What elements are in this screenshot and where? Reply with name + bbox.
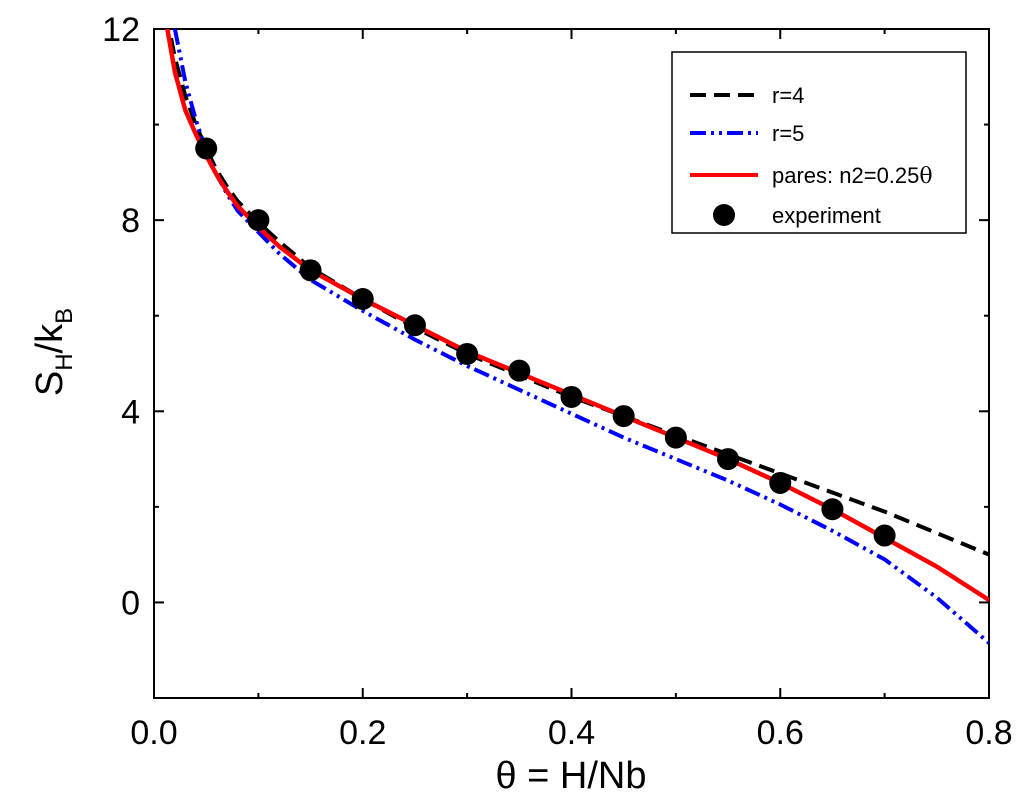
legend-label-r5: r=5 — [772, 121, 804, 146]
legend-label-experiment: experiment — [772, 203, 881, 228]
experiment-point — [456, 342, 479, 365]
legend-label-pares-text: pares: n2=0.25 — [772, 163, 919, 188]
x-axis-label: θ = H/Nb — [495, 755, 646, 795]
scatter-points — [195, 137, 896, 547]
experiment-point — [873, 524, 896, 547]
x-tick-label: 0.2 — [339, 714, 386, 752]
y-tick-label: 12 — [102, 11, 140, 49]
legend-marker-experiment — [713, 204, 735, 226]
experiment-point — [560, 385, 583, 408]
experiment-point — [612, 405, 635, 428]
experiment-point — [195, 137, 218, 160]
legend-box — [671, 51, 967, 234]
y-tick-label: 8 — [121, 202, 140, 240]
x-tick-label: 0.4 — [548, 714, 595, 752]
legend-label-pares-theta: θ — [919, 164, 932, 189]
x-tick-label: 0.8 — [965, 714, 1012, 752]
y-axis-ticks: 0 4 8 12 — [102, 11, 989, 699]
y-axis-label-main: S — [29, 371, 71, 396]
series-line-r5 — [172, 29, 989, 645]
y-tick-label: 4 — [121, 393, 140, 431]
experiment-point — [403, 314, 426, 337]
experiment-point — [299, 259, 322, 282]
y-tick-label: 0 — [121, 584, 140, 622]
legend-label-pares: pares: n2=0.25θ — [772, 163, 933, 189]
x-axis-ticks: 0.0 0.2 0.4 0.6 0.8 — [130, 29, 1013, 752]
experiment-point — [351, 287, 374, 310]
legend: r=4 r=5 pares: n2=0.25θ experiment — [671, 51, 967, 234]
y-axis-label: SH/kB — [29, 308, 78, 396]
experiment-point — [769, 471, 792, 494]
x-tick-label: 0.0 — [130, 714, 177, 752]
x-tick-label: 0.6 — [757, 714, 804, 752]
experiment-point — [664, 426, 687, 449]
experiment-point — [247, 209, 270, 232]
y-axis-label-slash: /k — [29, 323, 71, 354]
legend-label-r4: r=4 — [772, 83, 804, 108]
experiment-point — [717, 448, 740, 471]
experiment-point — [821, 498, 844, 521]
svg-text:SH/kB: SH/kB — [29, 308, 78, 396]
y-axis-label-sub1: H — [51, 353, 78, 370]
experiment-point — [508, 359, 531, 382]
y-axis-label-sub2: B — [51, 308, 78, 324]
